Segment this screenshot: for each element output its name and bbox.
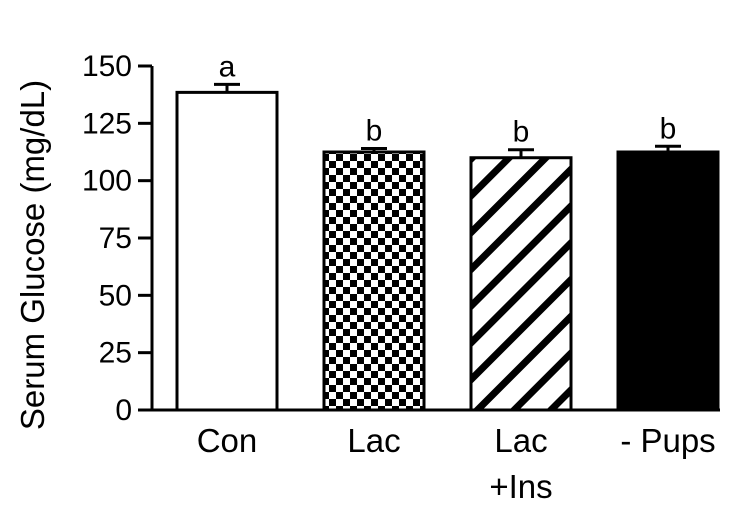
y-tick-label: 150 (82, 50, 132, 83)
y-axis-label: Serum Glucose (mg/dL) (14, 80, 51, 430)
bar (469, 156, 573, 412)
category-label: Lac (494, 422, 547, 459)
category-label: - Pups (620, 422, 715, 459)
significance-label: a (219, 50, 236, 83)
bar-group: b Lac +Ins (469, 116, 573, 505)
bar-group: a Con (175, 50, 279, 459)
bar (175, 90, 279, 412)
y-tick-label: 25 (99, 337, 132, 370)
bar (616, 150, 720, 412)
y-tick-label: 100 (82, 165, 132, 198)
y-tick-label: 50 (99, 279, 132, 312)
category-label: Lac (347, 422, 400, 459)
bar-group: b Lac (322, 115, 426, 459)
category-label: Con (197, 422, 258, 459)
y-tick-label: 0 (115, 394, 132, 427)
significance-label: b (513, 116, 530, 149)
y-tick-label: 75 (99, 222, 132, 255)
category-label: +Ins (489, 468, 552, 505)
significance-label: b (660, 112, 677, 145)
y-tick-label: 125 (82, 107, 132, 140)
bar-group: b - Pups (616, 112, 720, 459)
significance-label: b (366, 115, 383, 148)
bar (322, 150, 426, 412)
